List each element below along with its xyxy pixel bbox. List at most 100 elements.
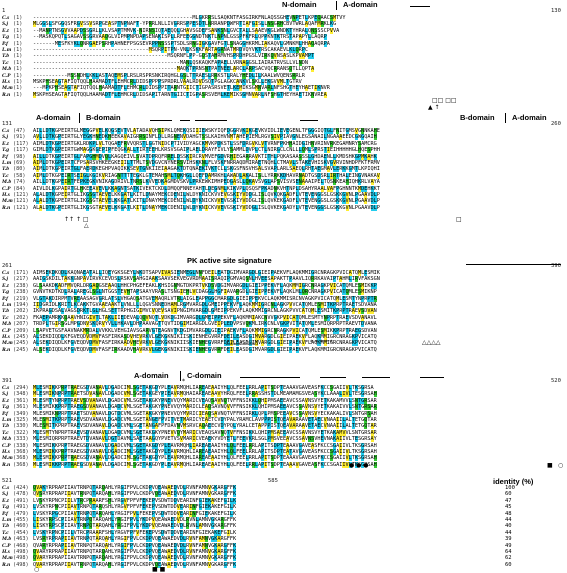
sequence-row: MLESMTYNPRPTRAEVSDVANAVLDGADCVMLSGETAKGK… <box>33 429 377 436</box>
domain-label: B-domain <box>460 113 495 122</box>
residue-start: (1) <box>13 91 23 98</box>
domain-label: C-domain <box>187 371 222 380</box>
species-label: T.b <box>2 523 10 530</box>
domain-label: A-domain <box>343 0 378 9</box>
species-label: M.b <box>2 321 12 328</box>
sequence-row: AIMSEKDKQDLKAQNAEATALLIQEYGKSGEYLWKDTSAP… <box>33 270 380 276</box>
sequence-row: ALALDTKGPEIRTGLIKGSGTAEVELKKGATLKITLDNAY… <box>33 192 380 198</box>
sequence-row: GVNVTKDTKDLRALAREGLSGLNTGGSTEVHTAPSAAYVR… <box>33 289 377 296</box>
square-marker: □ <box>456 216 462 223</box>
domain-separator <box>505 113 506 123</box>
star-marker: * <box>182 378 185 385</box>
residue-start: (84) <box>13 185 26 192</box>
sequence-row: LISKYRPSCPIIAVTRNPQTARQAHLYRGIFPVLYKDPVQ… <box>33 523 237 530</box>
species-label: H.s <box>2 549 10 555</box>
sequence-row: MLESMIKNPRPTRAETSDVANAVLDGADCVMLSGETAKGE… <box>33 391 377 398</box>
residue-start: (491) <box>13 497 29 504</box>
residue-start: (294) <box>13 385 29 391</box>
residue-start: (1) <box>13 40 23 47</box>
species-label: C.s <box>2 485 10 491</box>
species-label: M.m <box>2 85 13 92</box>
identity-value: 39 <box>505 536 512 543</box>
sequence-row: LVSRYRPRAPIIAVTRNPQTARQAHLYRGIFPVLCKDPVQ… <box>33 536 237 543</box>
structure-bar <box>180 120 190 121</box>
species-label: C.P <box>2 72 11 79</box>
sequence-row: ALSEKDIQDLKFGVEQDVDMVFASFIRKAADVHEVRKVLG… <box>33 340 377 347</box>
sequence-row: ----------------------------------------… <box>33 66 315 73</box>
sequence-row: AAIGSKDILTAKKGNPAVIRVKCEVDSLRSKVSAHGIAAK… <box>33 276 380 283</box>
sequence-row: AIVLDLKGPAIRTGLHKEEAVEVLKKAGNTSATKIVEKTC… <box>33 185 380 192</box>
sequence-row: LVSKYRPNCPIILVTRCPRAARFSHLYRGVFPFVFEKEPV… <box>33 497 237 504</box>
sequence-row: MLGGSLSFGGQSFRGVSSVSRPGEASPTNPNAFT-YPRRL… <box>33 21 337 28</box>
species-label: P.f <box>2 40 8 47</box>
species-label: L.m <box>2 160 12 166</box>
sequence-row: LISKYRPSCPIIAVTRNPQTARQAHLYRGIFPVLYKDPVQ… <box>33 517 237 523</box>
identity-value: 64 <box>505 549 512 555</box>
species-label: L.m <box>2 417 12 423</box>
sequence-row: MLESMIKKPRPTRAEGSDVANAVLDGADCIMLSGETAKGD… <box>33 455 377 462</box>
sequence-row: MLESMIKKPRPTRAEGSDVANAVLDGADCIMLSGETAKGD… <box>33 385 374 391</box>
species-label: C.P <box>2 542 11 549</box>
species-label: S.j <box>2 21 9 28</box>
residue-start: (1) <box>13 66 23 73</box>
species-label: S.j <box>2 276 9 283</box>
domain-label: B-domain <box>86 113 121 122</box>
species-label: T.b <box>2 53 10 60</box>
residue-start: (498) <box>13 555 29 562</box>
sequence-row: MLESMIKKPRPTRAEGSDVANAVLDGADCIMLSGETAKGD… <box>33 449 377 455</box>
dot-markers: ● ● ● <box>349 462 369 469</box>
species-label: E.t <box>2 282 9 289</box>
species-label: M.b <box>2 179 12 186</box>
residue-start: (1) <box>13 72 23 79</box>
species-label: T.b <box>2 166 10 173</box>
sequence-row: GLSAAKDKADFMVQRLDRGAQGSEAAQLHHCPHGEFEAKL… <box>33 282 377 289</box>
sequence-row: MLESMIKKPRPTRAEGSDVANAVLDGADCVMLSGETAKGK… <box>33 404 377 411</box>
square-markers: ■ ■ <box>152 566 166 573</box>
residue-start: (368) <box>13 461 29 468</box>
species-label: M.b <box>2 536 12 543</box>
residue-start: (1) <box>13 15 23 21</box>
sequence-row: ----------------------------------------… <box>33 15 346 21</box>
square-marker: ■ <box>547 462 553 469</box>
residue-start: (121) <box>13 198 29 205</box>
sequence-row: AVLLDTKGPEIRTGLYEGKHNEDKHEEKAVAIGRRSINFL… <box>33 134 377 141</box>
domain-separator <box>336 1 337 10</box>
residue-start: (194) <box>13 302 29 308</box>
block-start-number: 1 <box>2 8 6 14</box>
identity-value: 45 <box>505 504 512 511</box>
sequence-row: QVSRYRPRAPIIAVTRNPQTARQAHLYRGIFPVLCKDPVQ… <box>33 491 237 498</box>
arrow-markers: ↑↑ ↑ □ <box>64 216 89 223</box>
residue-start: (80) <box>13 166 26 173</box>
species-label: C.s <box>2 385 10 391</box>
residue-start: (368) <box>13 455 29 462</box>
residue-start: (325) <box>13 417 29 423</box>
identity-value: 44 <box>505 517 512 523</box>
residue-start: (468) <box>13 542 29 549</box>
residue-start: (460) <box>13 523 29 530</box>
species-label: C.P <box>2 442 11 449</box>
species-label: T.g <box>2 34 10 41</box>
sequence-row: LSAPVETGSFAAVNAKMRDALVVKKLVEHGIAVSGARVGT… <box>33 327 377 334</box>
circle-marker: ○ <box>558 462 564 469</box>
residue-start: (479) <box>13 510 29 517</box>
species-label: R.n <box>2 91 11 98</box>
identity-value: 62 <box>505 555 512 562</box>
sequence-row: QVARYRPRAPIIAVTRNPQTARQAHLYRGIFPVLCKDPVQ… <box>33 561 237 568</box>
identity-value: 100 <box>505 485 515 491</box>
species-label: R.n <box>2 346 11 353</box>
triangle-markers: △△△△ <box>422 339 441 346</box>
species-label: H.s <box>2 79 10 85</box>
sequence-row: --MANPTNSGVVAAPDSSGRLLKLVSAPTMMVK-NIRNSI… <box>33 27 340 34</box>
block-start-number: 261 <box>2 263 12 269</box>
sequence-row: MSKPHSEAGTAFIQTQQLHAAMADTFLEHMCRLDIDSPPP… <box>33 79 302 85</box>
species-label: T.b <box>2 308 10 315</box>
residue-start: (1) <box>13 59 23 66</box>
structure-bar <box>195 120 227 121</box>
sequence-row: QVARYRPRAPIIAVTRNPQTARQAHLYRGIFPVLCKDPVQ… <box>33 542 237 549</box>
residue-start: (1) <box>13 21 23 28</box>
residue-start: (98) <box>13 153 26 160</box>
residue-start: (333) <box>13 436 29 443</box>
species-label: T.g <box>2 147 10 154</box>
structure-bar <box>240 377 300 378</box>
